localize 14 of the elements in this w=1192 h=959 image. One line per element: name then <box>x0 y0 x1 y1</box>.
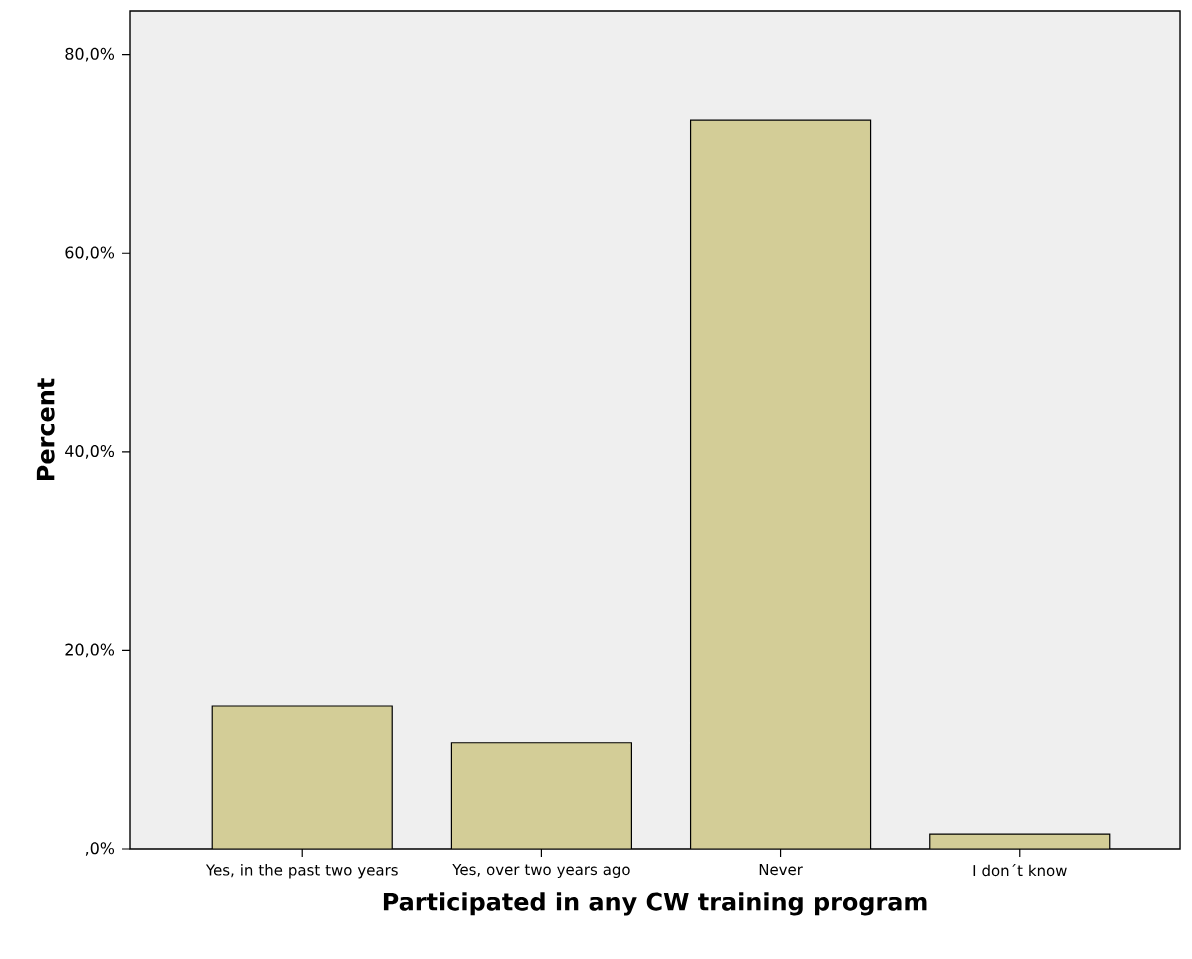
x-tick-label: I don´t know <box>973 864 1067 877</box>
x-tick-label: Never <box>759 864 803 876</box>
y-tick-label: 20,0% <box>65 643 115 658</box>
y-axis-title: Percent <box>36 378 55 480</box>
bar <box>211 705 393 849</box>
y-tick-label: 60,0% <box>65 246 115 261</box>
x-tick-label: Yes, over two years ago <box>452 864 630 879</box>
y-tick-label: 80,0% <box>65 47 115 62</box>
x-axis-title: Participated in any CW training program <box>383 892 927 916</box>
y-tick-label: ,0% <box>85 842 115 856</box>
x-tick-label: Yes, in the past two years <box>205 864 398 879</box>
y-tick-label: 40,0% <box>65 444 115 459</box>
bar <box>690 120 871 849</box>
bar <box>450 742 632 849</box>
